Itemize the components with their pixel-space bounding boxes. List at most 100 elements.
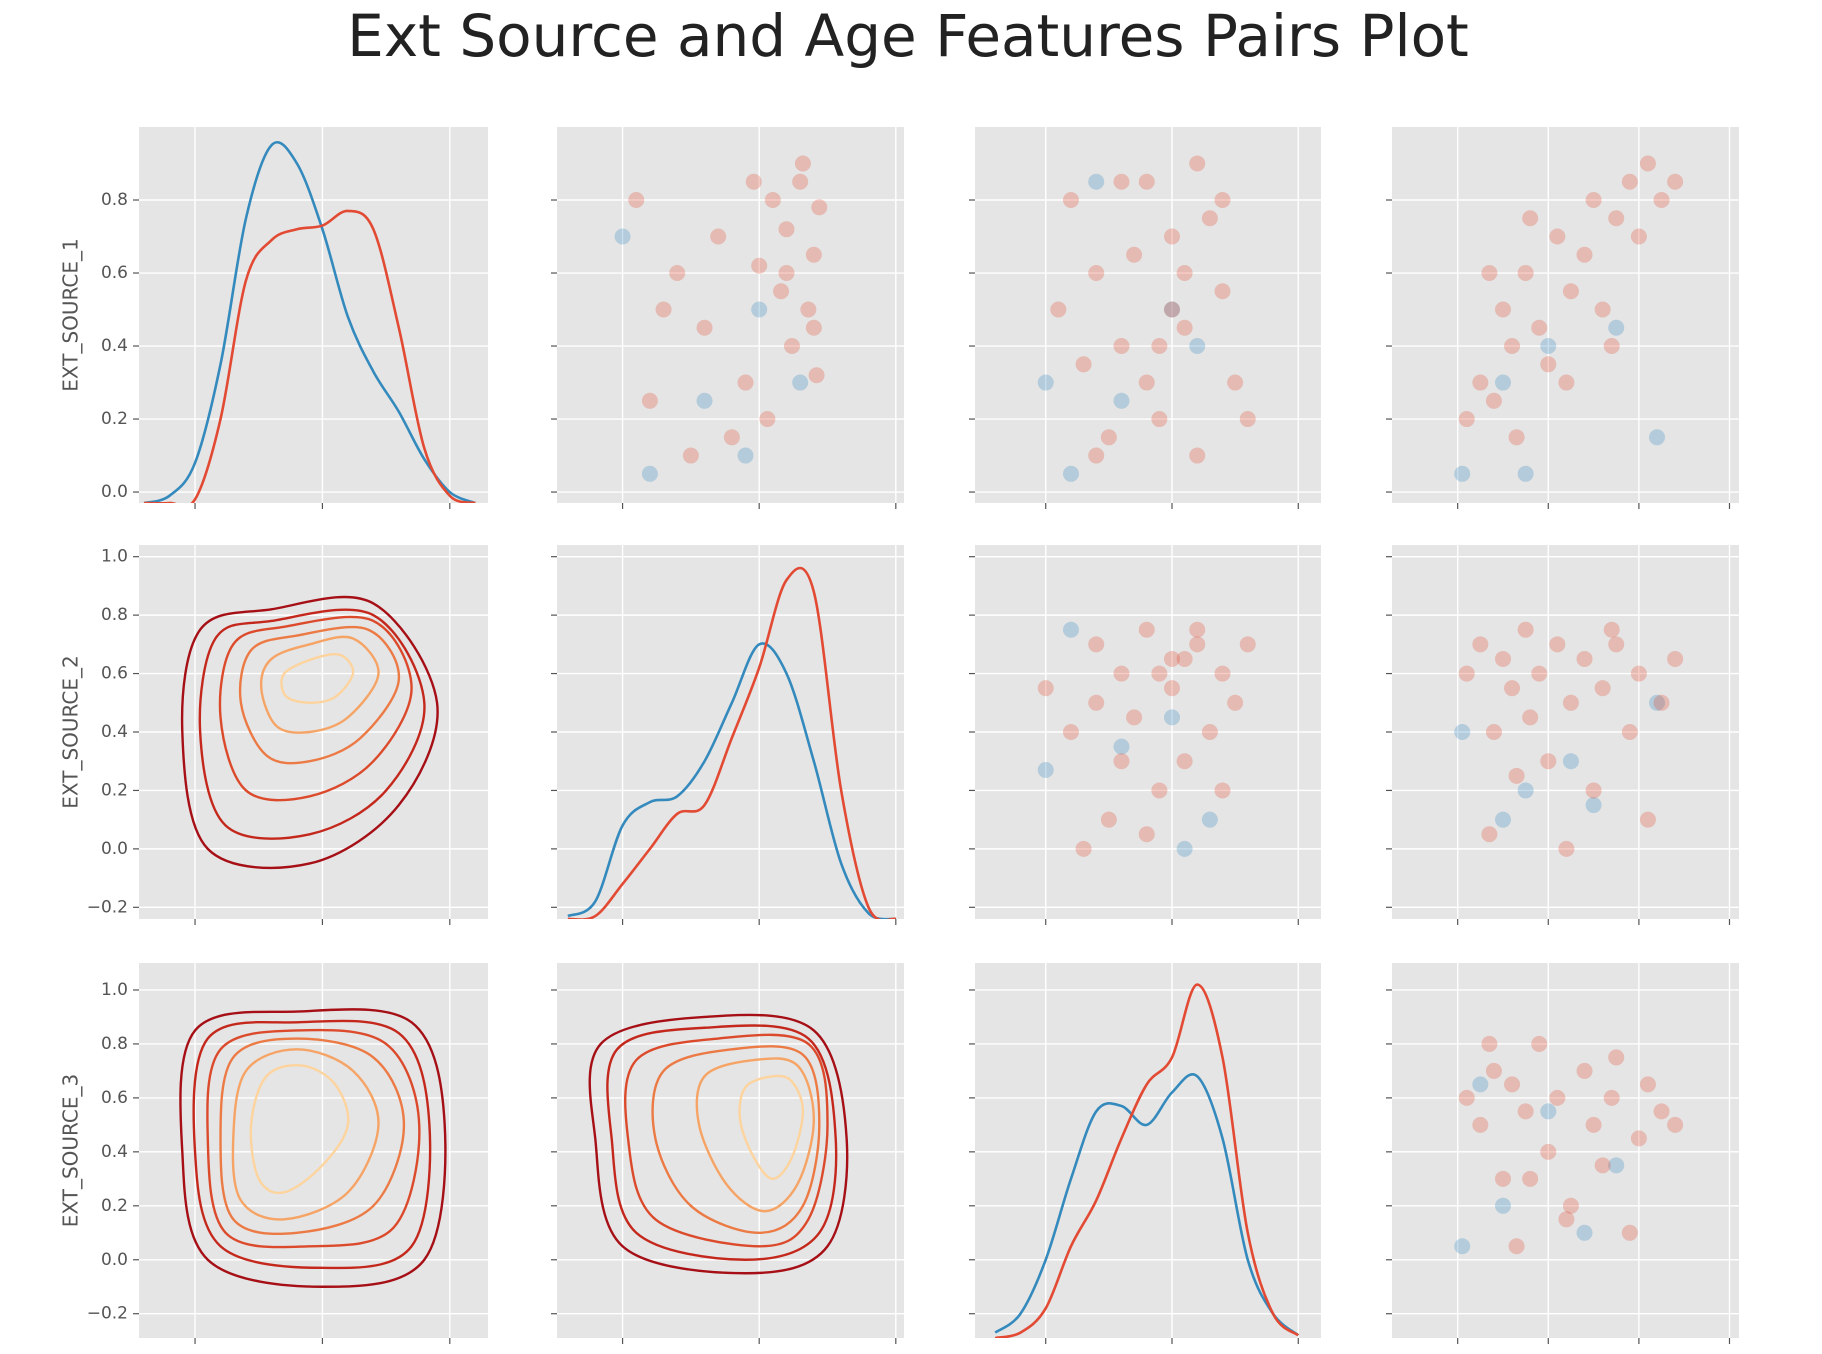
kde-line (144, 209, 476, 503)
scatter-point (1189, 338, 1206, 355)
scatter-point (1608, 319, 1625, 336)
scatter-point (1558, 374, 1575, 391)
subplot (1386, 545, 1739, 925)
scatter-point (1653, 192, 1670, 209)
scatter-point (1630, 228, 1647, 245)
scatter-point (745, 173, 762, 190)
scatter-point (1113, 173, 1130, 190)
scatter-point (1163, 709, 1180, 726)
scatter-point (800, 301, 817, 318)
scatter-point (1458, 665, 1475, 682)
scatter-point (1504, 338, 1521, 355)
contour-level (624, 1033, 829, 1248)
scatter-point (1151, 782, 1168, 799)
scatter-point (1504, 680, 1521, 697)
subplot: −0.2 0.0 0.2 0.4 0.6 0.8 1.0 EXT_SOURCE_3 (59, 963, 488, 1344)
scatter-point (1653, 1103, 1670, 1120)
scatter-point (1138, 621, 1155, 638)
y-tick-label: 0.8 (101, 1034, 128, 1054)
scatter-point (1075, 840, 1092, 857)
scatter-point (1458, 1089, 1475, 1106)
scatter-point (1201, 724, 1218, 740)
scatter-point (1540, 338, 1557, 355)
scatter-point (1062, 192, 1079, 209)
scatter-point (1603, 621, 1620, 638)
scatter-point (1504, 1076, 1521, 1093)
scatter-point (1189, 155, 1206, 172)
scatter-point (1531, 319, 1548, 336)
scatter-point (737, 374, 754, 391)
scatter-point (1517, 782, 1534, 799)
scatter-point (1494, 1170, 1511, 1187)
scatter-point (764, 192, 781, 209)
y-tick-label: 0.2 (101, 1196, 128, 1216)
contour-level (179, 1008, 447, 1288)
scatter-point (1540, 1103, 1557, 1120)
scatter-point (1050, 301, 1067, 318)
scatter-point (808, 367, 825, 384)
scatter-point (1088, 636, 1105, 653)
scatter-point (737, 447, 754, 464)
scatter-point (1163, 228, 1180, 245)
scatter-point (1176, 319, 1193, 336)
y-tick-label: 0.8 (101, 605, 128, 625)
scatter-point (1594, 301, 1611, 318)
scatter-point (1201, 811, 1218, 828)
scatter-point (1494, 811, 1511, 828)
subplot (1386, 963, 1739, 1344)
scatter-point (783, 338, 800, 355)
scatter-point (1608, 1157, 1625, 1174)
scatter-point (778, 221, 795, 238)
scatter-point (1494, 1197, 1511, 1214)
scatter-point (1562, 283, 1579, 300)
scatter-point (1214, 192, 1231, 209)
plot-background (975, 963, 1321, 1338)
scatter-point (1522, 210, 1539, 227)
scatter-point (1603, 338, 1620, 355)
scatter-point (1649, 429, 1666, 446)
scatter-point (641, 465, 658, 482)
scatter-point (1549, 1089, 1566, 1106)
scatter-point (778, 265, 795, 282)
scatter-point (1113, 338, 1130, 355)
scatter-point (759, 411, 776, 428)
y-tick-label: 0.4 (101, 722, 128, 742)
scatter-point (1594, 1157, 1611, 1174)
y-tick-label: 0.6 (101, 1088, 128, 1108)
scatter-point (1037, 374, 1054, 391)
scatter-point (1037, 761, 1054, 778)
contour-level (238, 625, 401, 765)
scatter-point (1100, 429, 1117, 446)
plot-background (557, 963, 904, 1338)
scatter-point (1508, 1238, 1525, 1255)
scatter-point (696, 319, 713, 336)
y-tick-label: 0.4 (101, 336, 128, 356)
scatter-point (1485, 392, 1502, 409)
scatter-point (1227, 374, 1244, 391)
scatter-point (1585, 782, 1602, 799)
plot-area (1454, 621, 1684, 857)
scatter-point (1576, 1062, 1593, 1079)
plot-area (567, 566, 897, 919)
scatter-point (1189, 447, 1206, 464)
scatter-point (1100, 811, 1117, 828)
contour-level (198, 608, 426, 840)
scatter-point (792, 173, 809, 190)
plot-background (1392, 127, 1739, 503)
kde-line (567, 566, 897, 919)
contour-level (180, 595, 439, 870)
scatter-point (1062, 621, 1079, 638)
contour-level (588, 1013, 849, 1275)
contour-level (192, 1019, 432, 1270)
scatter-point (1472, 636, 1489, 653)
scatter-point (1540, 1143, 1557, 1160)
scatter-point (1649, 694, 1666, 711)
scatter-point (794, 155, 811, 172)
scatter-point (1189, 636, 1206, 653)
kde-line (994, 1073, 1300, 1337)
kde-line (994, 983, 1300, 1338)
scatter-point (1088, 694, 1105, 711)
scatter-point (1189, 621, 1206, 638)
plot-background (1392, 963, 1739, 1338)
scatter-point (1594, 680, 1611, 697)
